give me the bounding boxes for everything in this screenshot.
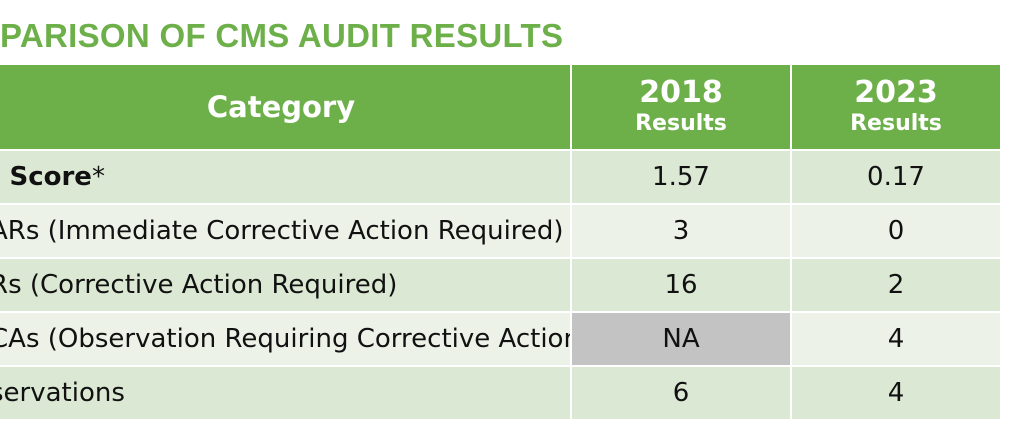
page-title: PARISON OF CMS AUDIT RESULTS [0, 17, 564, 54]
audit-results-table: Category 2018 Results 2023 Results t Sco… [0, 65, 1000, 421]
row-category: CAs (Observation Requiring Corrective Ac… [0, 313, 572, 365]
header-category: Category [0, 65, 572, 149]
row-value-2023: 2 [792, 259, 1000, 311]
row-category: servations [0, 367, 572, 419]
table-row: t Score* 1.57 0.17 [0, 151, 1000, 205]
table-row: CAs (Observation Requiring Corrective Ac… [0, 313, 1000, 367]
row-value-2018-na: NA [572, 313, 792, 365]
row-category: Rs (Corrective Action Required) [0, 259, 572, 311]
row-category-label: Rs (Corrective Action Required) [0, 270, 398, 300]
row-value-2018: 16 [572, 259, 792, 311]
header-2023: 2023 Results [792, 65, 1000, 149]
row-value-2018: 6 [572, 367, 792, 419]
header-2018: 2018 Results [572, 65, 792, 149]
row-value-2023: 0 [792, 205, 1000, 257]
row-category-label: ARs (Immediate Corrective Action Require… [0, 216, 564, 246]
table-header-row: Category 2018 Results 2023 Results [0, 65, 1000, 151]
table-row: Rs (Corrective Action Required) 16 2 [0, 259, 1000, 313]
row-category: t Score* [0, 151, 572, 203]
row-category-label-wrap: t Score* [0, 162, 105, 192]
row-category-label: servations [0, 378, 125, 408]
header-2023-year: 2023 [854, 75, 938, 110]
table-row: servations 6 4 [0, 367, 1000, 421]
row-category-label: CAs (Observation Requiring Corrective Ac… [0, 324, 572, 354]
header-2018-year: 2018 [639, 75, 723, 110]
row-value-2023: 4 [792, 313, 1000, 365]
row-category-suffix: * [91, 162, 105, 192]
row-value-2018: 1.57 [572, 151, 792, 203]
row-value-2023: 0.17 [792, 151, 1000, 203]
table-row: ARs (Immediate Corrective Action Require… [0, 205, 1000, 259]
header-2018-sub: Results [635, 111, 727, 136]
header-2023-sub: Results [850, 111, 942, 136]
row-category-label: t Score [0, 162, 92, 192]
row-value-2018: 3 [572, 205, 792, 257]
row-category: ARs (Immediate Corrective Action Require… [0, 205, 572, 257]
row-value-2023: 4 [792, 367, 1000, 419]
